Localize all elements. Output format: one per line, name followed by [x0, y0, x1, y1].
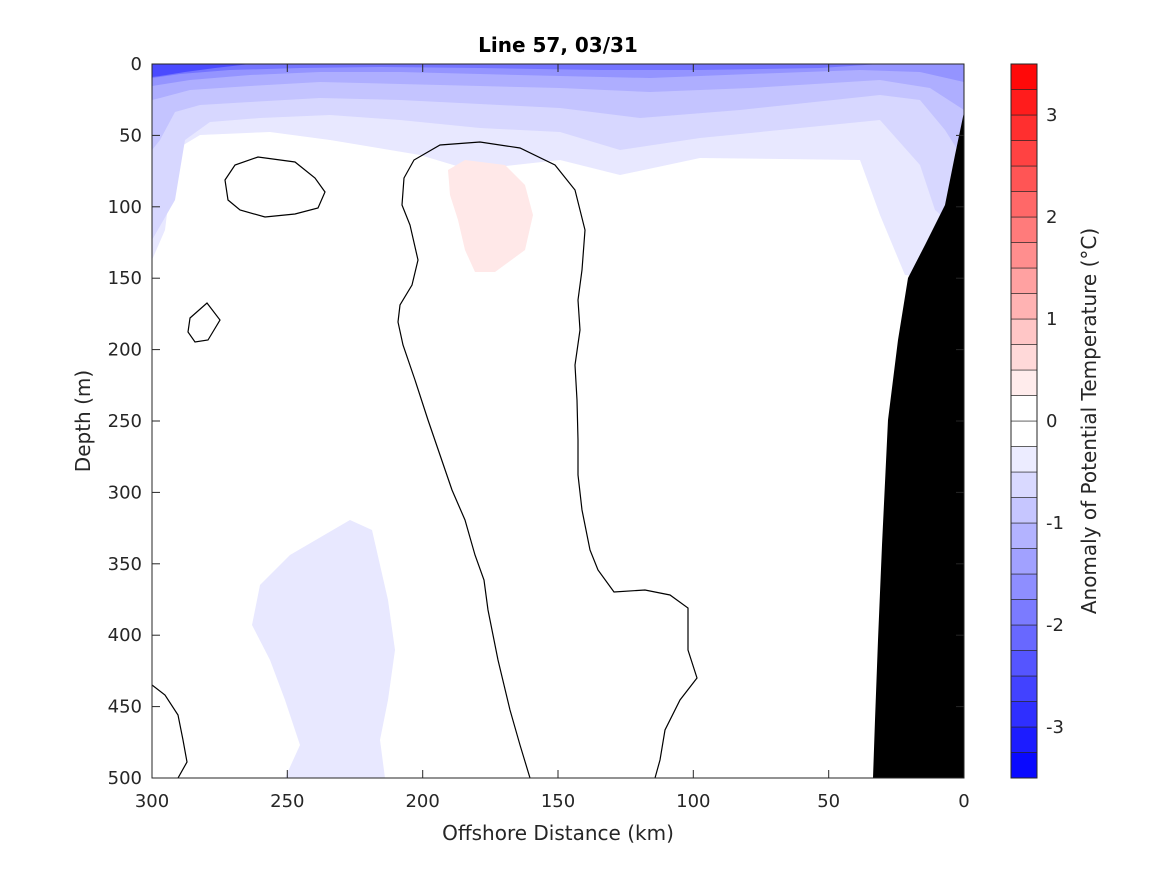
y-tick-label: 400	[108, 625, 142, 646]
cold-layer-2	[152, 64, 964, 240]
y-tick-label: 0	[131, 54, 142, 75]
colorbar-frame	[1010, 63, 1038, 779]
colorbar-bin	[1010, 548, 1038, 575]
y-tick-label: 350	[108, 554, 142, 575]
colorbar-bin	[1010, 446, 1038, 473]
deep-cold-patch	[252, 520, 395, 778]
colorbar-tick-label: 0	[1046, 411, 1057, 432]
colorbar-tick-labels: 3 2 1 0 -1 -2 -3	[1046, 105, 1064, 738]
colorbar-label: Anomaly of Potential Temperature (°C)	[1077, 228, 1101, 614]
colorbar-tick-label: -1	[1046, 513, 1064, 534]
y-tick-label: 150	[108, 268, 142, 289]
y-tick-label: 300	[108, 482, 142, 503]
colorbar-bin	[1010, 752, 1038, 779]
colorbar-bin	[1010, 599, 1038, 626]
warm-anomaly-patch	[448, 160, 533, 272]
contour-loop-small	[187, 302, 221, 343]
colorbar-tick-label: -2	[1046, 615, 1064, 636]
y-tick-label: 100	[108, 197, 142, 218]
colorbar-bin	[1010, 63, 1038, 90]
colorbar-bin	[1010, 140, 1038, 167]
x-tick-label: 0	[958, 791, 969, 812]
colorbar-bin	[1010, 522, 1038, 549]
cold-layer-7	[152, 64, 250, 77]
x-tick-label: 200	[405, 791, 439, 812]
colorbar-bin	[1010, 573, 1038, 600]
x-tick-label: 150	[541, 791, 575, 812]
y-tick-label: 450	[108, 697, 142, 718]
cold-layer-3	[152, 64, 964, 160]
bathymetry	[873, 112, 964, 778]
y-tick-label: 250	[108, 411, 142, 432]
colorbar-bin	[1010, 191, 1038, 218]
colorbar-bin	[1010, 701, 1038, 728]
y-tick-label: 500	[108, 768, 142, 789]
colorbar-bin	[1010, 471, 1038, 498]
x-tick-label: 100	[676, 791, 710, 812]
colorbar-bin	[1010, 165, 1038, 192]
x-tick-label: 250	[270, 791, 304, 812]
colorbar-bin	[1010, 318, 1038, 345]
colorbar-bin	[1010, 650, 1038, 677]
colorbar-bin	[1010, 624, 1038, 651]
colorbar-bin	[1010, 344, 1038, 371]
contour-bottom-left	[152, 684, 188, 778]
plot-background	[152, 64, 964, 778]
colorbar-bin	[1010, 369, 1038, 396]
chart-title: Line 57, 03/31	[478, 33, 638, 57]
cold-layer-5	[152, 64, 964, 86]
axis-tick-marks	[151, 63, 965, 778]
x-tick-labels: 300 250 200 150 100 50 0	[135, 791, 970, 812]
colorbar-bin	[1010, 395, 1038, 422]
colorbar	[1010, 63, 1038, 779]
plot-area	[152, 64, 964, 778]
colorbar-tick-label: 3	[1046, 105, 1057, 126]
colorbar-bin	[1010, 267, 1038, 294]
y-tick-label: 200	[108, 340, 142, 361]
colorbar-bin	[1010, 242, 1038, 269]
colorbar-bin	[1010, 675, 1038, 702]
colorbar-bin	[1010, 216, 1038, 243]
colorbar-bin	[1010, 726, 1038, 753]
colorbar-bin	[1010, 420, 1038, 447]
colorbar-bin	[1010, 89, 1038, 116]
colorbar-bin	[1010, 497, 1038, 524]
colorbar-tick-label: 2	[1046, 207, 1057, 228]
y-tick-labels: 0 50 100 150 200 250 300 350 400 450 500	[108, 54, 142, 789]
x-tick-label: 50	[817, 791, 840, 812]
colorbar-bin	[1010, 293, 1038, 320]
cold-layer-6	[152, 64, 880, 78]
colorbar-tick-label: 1	[1046, 309, 1057, 330]
x-tick-label: 300	[135, 791, 169, 812]
colorbar-bin	[1010, 114, 1038, 141]
colorbar-tick-label: -3	[1046, 717, 1064, 738]
y-tick-label: 50	[119, 125, 142, 146]
x-axis-label: Offshore Distance (km)	[442, 821, 674, 845]
contour-loop-upper-left	[224, 156, 326, 218]
zero-contours	[152, 141, 698, 778]
y-axis-label: Depth (m)	[71, 370, 95, 472]
cold-layer-4	[152, 64, 964, 110]
contour-main-tongue	[397, 141, 698, 778]
